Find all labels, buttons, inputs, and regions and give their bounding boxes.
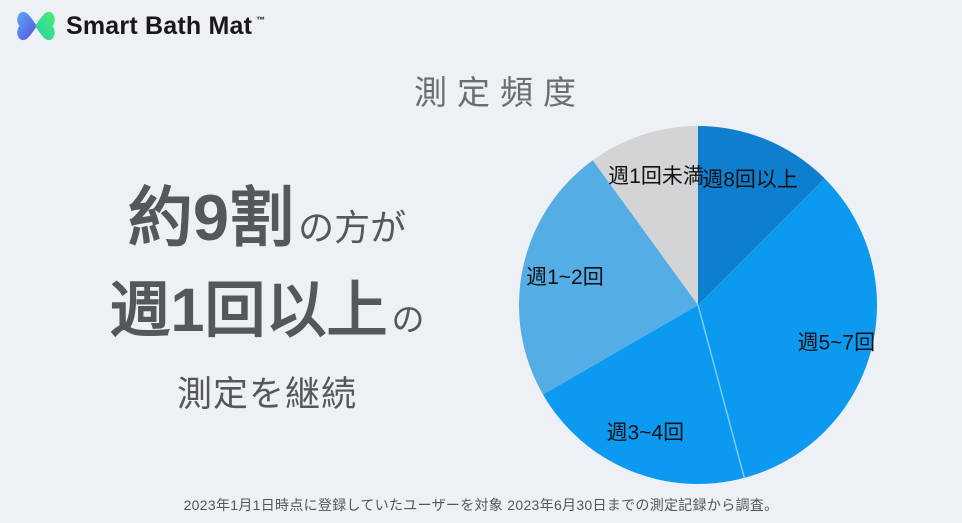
chart-title: 測定頻度	[414, 74, 586, 111]
brand-logo-icon	[17, 11, 55, 41]
footnote: 2023年1月1日時点に登録していたユーザーを対象 2023年6月30日までの測…	[183, 497, 779, 513]
headline-line-3: 測定を継続	[176, 375, 357, 414]
pie-slice-0	[698, 126, 825, 305]
logo-left-petal-icon	[17, 11, 37, 41]
pie-slice-3	[519, 160, 698, 395]
headline-rest-2: の	[391, 301, 425, 338]
pie-slice-label-3: 週1~2回	[526, 266, 604, 289]
pie-slice-2	[542, 305, 745, 485]
brand-logo: Smart Bath Mat ™	[14, 9, 265, 43]
pie-slice-4	[592, 126, 698, 305]
headline-rest-1: の方が	[298, 207, 407, 248]
headline: 約9割 の方が 週1回以上の 測定を継続	[62, 185, 472, 412]
logo-right-petal-icon	[35, 11, 55, 41]
headline-line-1: 約9割 の方が	[62, 185, 472, 250]
pie-slice-label-4: 週1回未満	[608, 165, 704, 188]
brand-name: Smart Bath Mat	[66, 11, 253, 40]
pie-slice-1	[698, 178, 877, 478]
trademark-symbol: ™	[256, 15, 266, 25]
headline-strong-2: 週1回以上	[109, 276, 388, 344]
pie-slice-label-2: 週3~4回	[606, 422, 684, 445]
pie-slice-label-1: 週5~7回	[797, 331, 875, 354]
pie-slice-label-0: 週8回以上	[702, 169, 798, 192]
headline-line-2: 週1回以上の	[62, 280, 472, 341]
headline-strong-1: 約9割	[127, 181, 295, 254]
pie-divider-0	[697, 304, 746, 479]
